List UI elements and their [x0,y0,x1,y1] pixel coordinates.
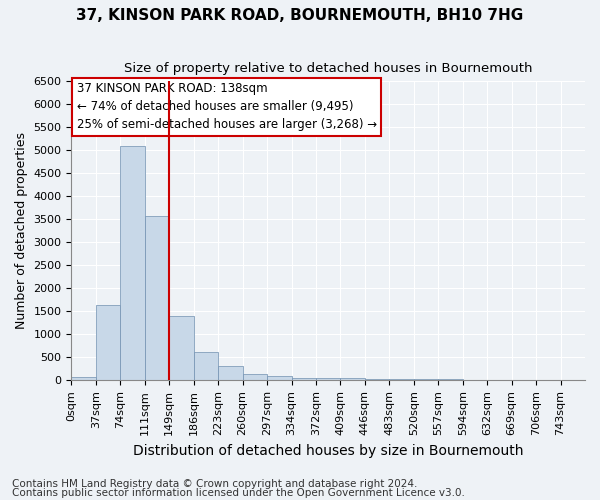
Bar [121,146,145,380]
Bar [267,376,292,380]
Text: Contains public sector information licensed under the Open Government Licence v3: Contains public sector information licen… [12,488,465,498]
Text: 37 KINSON PARK ROAD: 138sqm
← 74% of detached houses are smaller (9,495)
25% of : 37 KINSON PARK ROAD: 138sqm ← 74% of det… [77,82,377,132]
Bar [71,377,96,380]
X-axis label: Distribution of detached houses by size in Bournemouth: Distribution of detached houses by size … [133,444,523,458]
Bar [96,306,121,380]
Bar [365,378,389,380]
Bar [242,374,267,380]
Text: Contains HM Land Registry data © Crown copyright and database right 2024.: Contains HM Land Registry data © Crown c… [12,479,418,489]
Bar [194,352,218,380]
Y-axis label: Number of detached properties: Number of detached properties [15,132,28,329]
Bar [389,379,414,380]
Bar [145,216,169,380]
Bar [169,316,194,380]
Bar [414,379,438,380]
Bar [292,378,316,380]
Text: 37, KINSON PARK ROAD, BOURNEMOUTH, BH10 7HG: 37, KINSON PARK ROAD, BOURNEMOUTH, BH10 … [76,8,524,22]
Bar [218,366,242,380]
Bar [340,378,365,380]
Bar [316,378,340,380]
Title: Size of property relative to detached houses in Bournemouth: Size of property relative to detached ho… [124,62,532,76]
